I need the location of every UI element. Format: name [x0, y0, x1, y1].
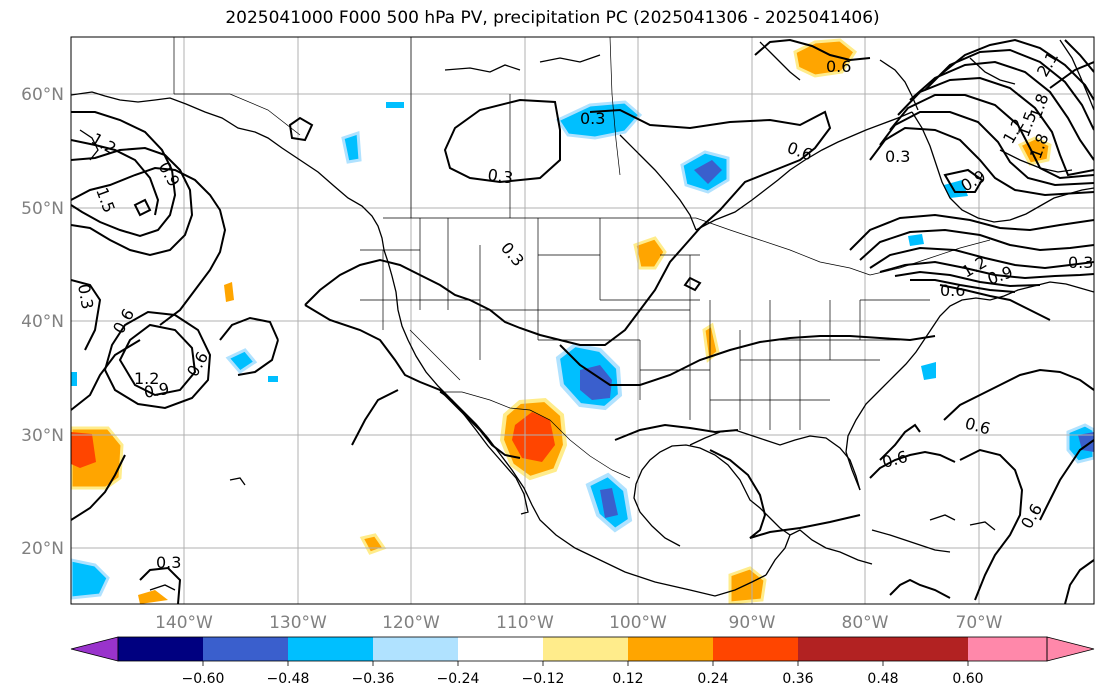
- colorbar-segment: [288, 637, 373, 661]
- colorbar-extend-high: [1046, 636, 1095, 662]
- map-area: 0.6 0.3 0.6 0.3 0.3 0.3 1.2 1.5 0.9 0.3 …: [71, 37, 1094, 604]
- lon-label: 130°W: [269, 613, 327, 633]
- lat-label: 30°N: [21, 426, 64, 446]
- contour-label: 0.3: [486, 165, 514, 187]
- lon-label: 70°W: [956, 613, 1003, 633]
- lon-label: 120°W: [382, 613, 440, 633]
- colorbar-tick-label: −0.12: [522, 671, 565, 687]
- political-borders: [173, 37, 991, 479]
- lat-label: 50°N: [21, 199, 64, 219]
- colorbar-segment: [798, 637, 883, 661]
- contour-label: 0.3: [580, 109, 605, 128]
- colorbar-tick-label: −0.48: [267, 671, 310, 687]
- colorbar-segment: [458, 637, 543, 661]
- contour-label: 0.6: [940, 281, 965, 300]
- lon-label: 110°W: [496, 613, 554, 633]
- lat-label: 40°N: [21, 312, 64, 332]
- contour-label: 0.3: [1068, 253, 1093, 272]
- colorbar-tick-label: 0.60: [952, 671, 983, 687]
- colorbar-segment: [543, 637, 628, 661]
- lon-label: 100°W: [609, 613, 667, 633]
- contour-label: 0.6: [826, 57, 851, 76]
- contour-label: 1.2: [134, 369, 159, 388]
- colorbar-tick-label: −0.24: [437, 671, 480, 687]
- pv-contours: [71, 38, 1094, 604]
- precip-negative-bc: [341, 130, 362, 164]
- colorbar-segment: [118, 637, 203, 661]
- colorbar-segment: [628, 637, 713, 661]
- colorbar-segment: [883, 637, 968, 661]
- lon-label: 140°W: [155, 613, 213, 633]
- colorbar-tick-label: 0.24: [697, 671, 728, 687]
- colorbar-extend-low: [70, 636, 119, 662]
- map-frame: [70, 36, 1095, 605]
- contour-label: 0.3: [156, 553, 181, 572]
- colorbar-tick-label: −0.60: [182, 671, 225, 687]
- colorbar-tick-label: 0.48: [867, 671, 898, 687]
- lat-label: 60°N: [21, 85, 64, 105]
- contour-label: 0.3: [885, 147, 910, 166]
- lon-label: 80°W: [842, 613, 889, 633]
- colorbar-segment: [203, 637, 288, 661]
- colorbar-tick-label: 0.36: [782, 671, 813, 687]
- colorbar-segment: [373, 637, 458, 661]
- latitude-labels: 60°N 50°N 40°N 30°N 20°N: [21, 85, 64, 559]
- contour-label: 0.9: [142, 379, 170, 402]
- colorbar-tick-label: 0.12: [612, 671, 643, 687]
- colorbar-segment: [713, 637, 798, 661]
- contour-label: 0.3: [74, 282, 97, 310]
- lat-label: 20°N: [21, 539, 64, 559]
- colorbar-frame: [117, 636, 1048, 662]
- longitude-labels: 140°W 130°W 120°W 110°W 100°W 90°W 80°W …: [155, 613, 1003, 633]
- lon-label: 90°W: [729, 613, 776, 633]
- colorbar: −0.60 −0.48 −0.36 −0.24 −0.12 0.12 0.24 …: [70, 636, 1095, 687]
- colorbar-segment: [968, 637, 1047, 661]
- precipitation-shading: [71, 38, 1094, 604]
- colorbar-tick-label: −0.36: [352, 671, 395, 687]
- map-title: 2025041000 F000 500 hPa PV, precipitatio…: [225, 8, 880, 28]
